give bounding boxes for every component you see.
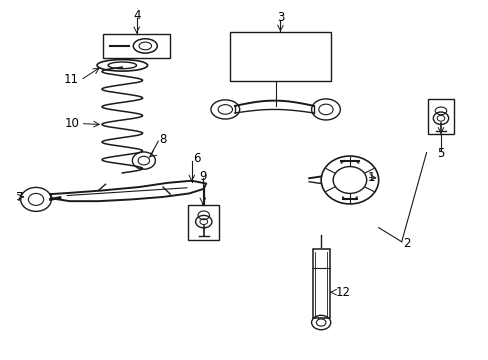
Text: 12: 12 [335,286,350,299]
Text: 2: 2 [402,237,409,250]
Text: 5: 5 [436,147,444,160]
Text: 9: 9 [199,170,206,183]
Text: 1: 1 [367,171,374,184]
Bar [427,99,453,134]
Bar [312,249,329,318]
Text: 4: 4 [133,9,140,22]
Bar [230,32,330,81]
Text: 7: 7 [16,191,23,204]
Text: 8: 8 [159,133,166,146]
Bar [188,205,219,240]
Text: 3: 3 [276,11,284,24]
Text: 10: 10 [64,117,79,130]
Bar [103,33,170,58]
Text: 6: 6 [192,152,200,165]
Text: 11: 11 [64,73,79,86]
